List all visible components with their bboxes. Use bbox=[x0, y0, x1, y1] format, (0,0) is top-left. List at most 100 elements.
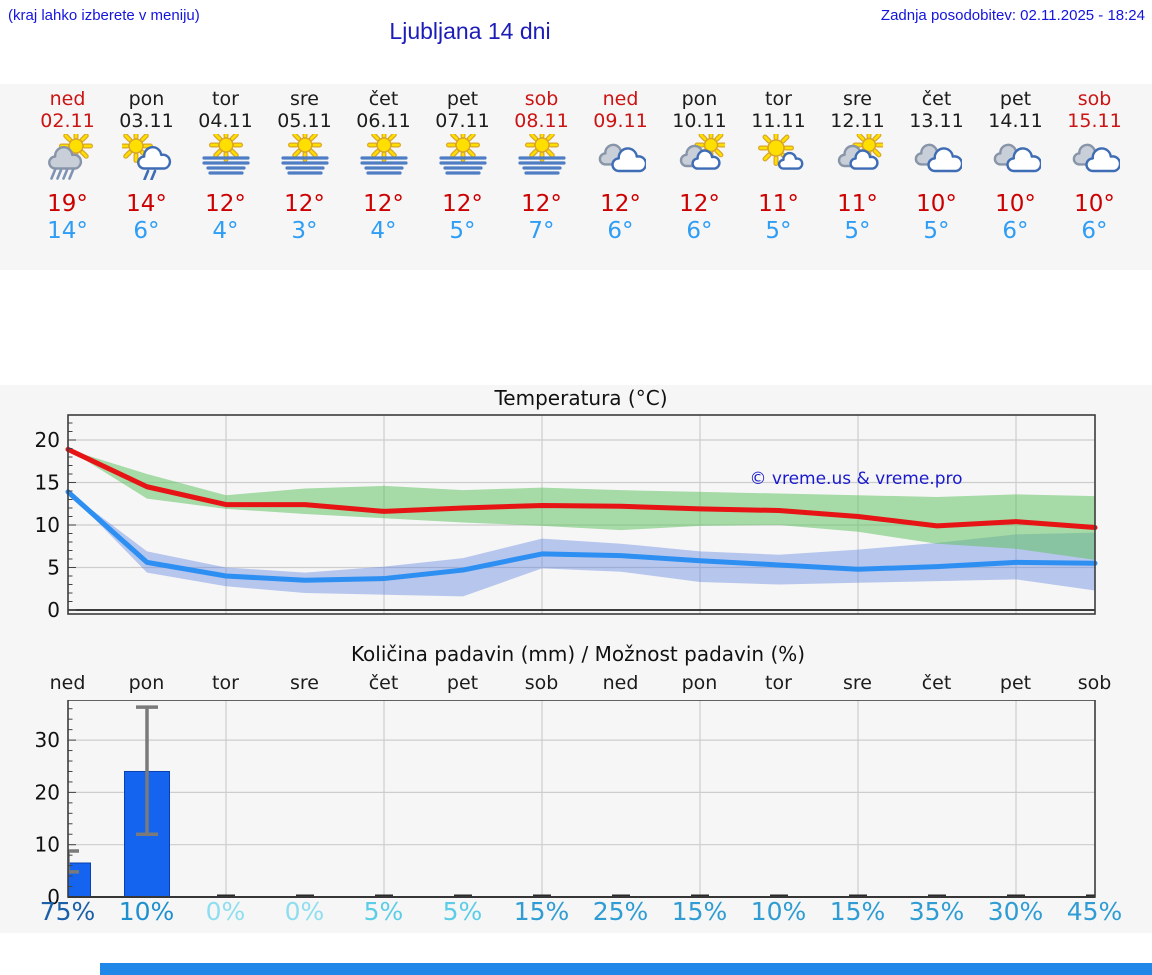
forecast-day-column: tor 11.11 11° 5° bbox=[739, 88, 818, 244]
day-name-label: tor bbox=[765, 88, 792, 110]
sun-glyph bbox=[366, 128, 401, 162]
forecast-day-column: čet 13.11 10° 5° bbox=[897, 88, 976, 244]
fog-glyph bbox=[359, 156, 408, 175]
temperature-chart: 0 5 10 15 20 © vreme.us & vreme.pro bbox=[35, 414, 1098, 622]
zero-precip-mark bbox=[217, 894, 235, 897]
day-name-label: sob bbox=[1077, 88, 1112, 110]
precip-day-label: pet bbox=[446, 672, 479, 694]
forecast-day-column: sob 08.11 12° 7° bbox=[502, 88, 581, 244]
precip-ytick-label: 30 bbox=[35, 728, 60, 752]
high-temp-label: 12° bbox=[521, 191, 562, 217]
precip-day-label: sob bbox=[1077, 672, 1112, 694]
bottom-accent-bar bbox=[100, 963, 1152, 975]
high-temp-line bbox=[65, 446, 1098, 531]
cloud-glyph bbox=[136, 146, 171, 170]
forecast-day-column: ned 02.11 19° 14° bbox=[28, 88, 107, 244]
sun-fog-icon bbox=[517, 128, 566, 175]
cloud-glyph bbox=[777, 151, 803, 170]
page-title: Ljubljana 14 dni bbox=[389, 18, 551, 44]
zero-precip-mark bbox=[612, 894, 630, 897]
precip-plot-border bbox=[67, 700, 1096, 898]
forecast-day-column: pon 03.11 14° 6° bbox=[107, 88, 186, 244]
weather-icon-cell bbox=[186, 128, 265, 190]
day-name-label: sob bbox=[524, 88, 559, 110]
zero-precip-mark bbox=[1007, 894, 1025, 897]
day-date-label: 11.11 bbox=[751, 110, 806, 132]
precip-day-label: pon bbox=[128, 672, 165, 694]
precip-probability-label: 30% bbox=[987, 897, 1044, 926]
low-temp-label: 6° bbox=[1081, 218, 1108, 244]
temp-ytick-label: 10 bbox=[35, 513, 60, 537]
sun-glyph bbox=[757, 130, 794, 166]
day-date-label: 07.11 bbox=[435, 110, 490, 132]
precip-probability-label: 45% bbox=[1066, 897, 1123, 926]
temp-ytick-label: 0 bbox=[47, 598, 60, 622]
high-temp-label: 11° bbox=[837, 191, 878, 217]
forecast-day-column: sre 05.11 12° 3° bbox=[265, 88, 344, 244]
day-date-label: 10.11 bbox=[672, 110, 727, 132]
low-temp-label: 6° bbox=[1002, 218, 1029, 244]
low-temp-label: 5° bbox=[844, 218, 871, 244]
high-temp-label: 11° bbox=[758, 191, 799, 217]
precip-probability-label: 15% bbox=[513, 897, 570, 926]
forecast-day-column: sre 12.11 11° 5° bbox=[818, 88, 897, 244]
precip-day-label: ned bbox=[602, 672, 639, 694]
watermark: © vreme.us & vreme.pro bbox=[749, 469, 962, 489]
precip-day-labels-row: ned pon tor sre čet pet sob ned pon tor sre čet pet s… bbox=[28, 672, 1134, 694]
weather-icon-cell bbox=[897, 132, 976, 190]
cloud-glyph bbox=[1084, 147, 1121, 173]
day-name-label: tor bbox=[212, 88, 239, 110]
forecast-day-column: sob 15.11 10° 6° bbox=[1055, 88, 1134, 244]
precip-probability-label: 75% bbox=[39, 897, 96, 926]
precip-day-label: sre bbox=[843, 672, 872, 694]
last-updated: Zadnja posodobitev: 02.11.2025 - 18:24 bbox=[880, 7, 1145, 24]
sun-glyph bbox=[445, 128, 480, 162]
sun-glyph bbox=[208, 128, 243, 162]
fog-glyph bbox=[280, 156, 329, 175]
forecast-strip-background bbox=[0, 84, 1152, 270]
zero-precip-mark bbox=[691, 894, 709, 897]
precip-day-label: ned bbox=[49, 672, 86, 694]
weather-icon-cell bbox=[107, 129, 186, 190]
weather-icon-cell bbox=[423, 128, 502, 190]
low-temp-label: 6° bbox=[133, 218, 160, 244]
forecast-day-column: pon 10.11 12° 6° bbox=[660, 88, 739, 244]
high-temp-label: 10° bbox=[1074, 191, 1115, 217]
sun-raincloud-icon bbox=[47, 129, 93, 180]
weather-icon-cell bbox=[581, 132, 660, 190]
weather-icon-cell bbox=[976, 132, 1055, 190]
precip-day-label: tor bbox=[765, 672, 792, 694]
precipitation-chart: 0 10 20 30 bbox=[35, 700, 1096, 909]
low-temp-label: 7° bbox=[528, 218, 555, 244]
precip-day-label: čet bbox=[368, 672, 399, 694]
forecast-day-column: čet 06.11 12° 4° bbox=[344, 88, 423, 244]
precip-ytick-label: 20 bbox=[35, 780, 60, 804]
precip-probability-label: 0% bbox=[284, 897, 325, 926]
low-temp-label: 6° bbox=[686, 218, 713, 244]
high-temp-label: 14° bbox=[126, 191, 167, 217]
zero-precip-mark bbox=[375, 894, 393, 897]
sun-fog-icon bbox=[438, 128, 487, 175]
precip-probability-label: 10% bbox=[750, 897, 807, 926]
day-date-label: 03.11 bbox=[119, 110, 174, 132]
high-temp-label: 12° bbox=[205, 191, 246, 217]
precip-probability-label: 15% bbox=[671, 897, 728, 926]
temp-ytick-label: 15 bbox=[35, 471, 60, 495]
weather-icon-cell bbox=[28, 129, 107, 190]
high-temp-label: 10° bbox=[995, 191, 1036, 217]
precip-probability-label: 10% bbox=[118, 897, 175, 926]
precip-probability-label: 15% bbox=[829, 897, 886, 926]
precip-day-label: sob bbox=[524, 672, 559, 694]
error-whisker bbox=[136, 705, 158, 836]
sun-fog-icon bbox=[280, 128, 329, 175]
precip-day-label: pon bbox=[681, 672, 718, 694]
cloud-glyph bbox=[690, 149, 721, 170]
forecast-day-column: tor 04.11 12° 4° bbox=[186, 88, 265, 244]
day-date-label: 09.11 bbox=[593, 110, 648, 132]
cloud-glyph bbox=[47, 146, 82, 170]
zero-precip-mark bbox=[928, 894, 946, 897]
low-temp-label: 3° bbox=[291, 218, 318, 244]
low-temp-label: 4° bbox=[212, 218, 239, 244]
precip-plot-area bbox=[68, 700, 1095, 897]
day-date-label: 13.11 bbox=[909, 110, 964, 132]
